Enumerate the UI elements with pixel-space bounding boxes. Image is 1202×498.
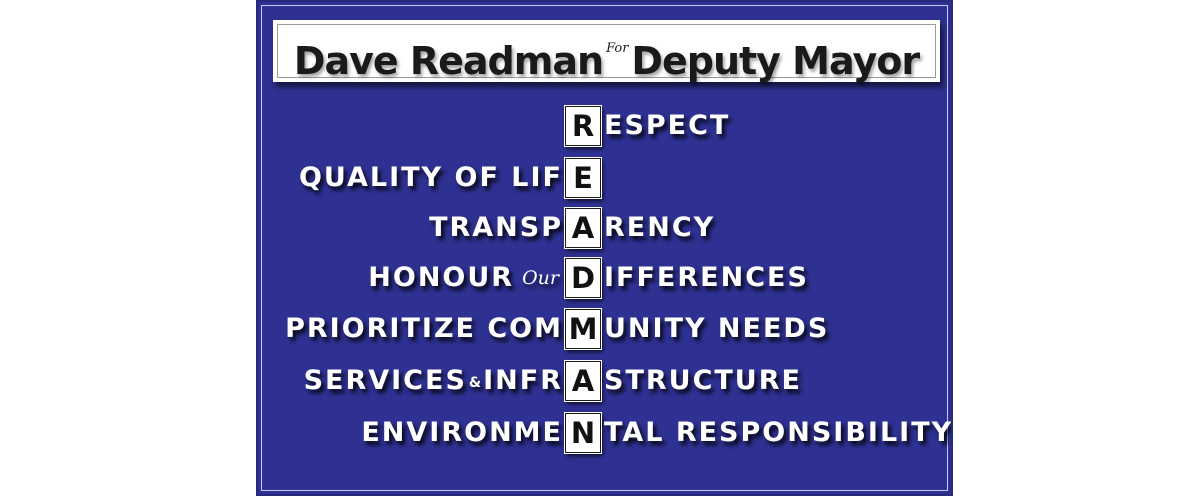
row-left-text: SERVICES bbox=[303, 365, 467, 396]
acrostic-row-environmental: ENVIRONME N TAL RESPONSIBILITY bbox=[258, 411, 953, 455]
row-connector-our: Our bbox=[522, 267, 559, 289]
candidate-name: Dave Readman bbox=[293, 39, 604, 83]
letter-tile-a: A bbox=[564, 207, 602, 249]
row-left-text: HONOUR bbox=[368, 262, 515, 293]
title-banner: Dave Readman ForDeputy Mayor bbox=[273, 20, 940, 83]
row-left-text: TRANSP bbox=[429, 212, 563, 243]
letter-tile-a: A bbox=[564, 360, 602, 402]
acrostic-row-respect: R ESPECT bbox=[258, 104, 951, 148]
acrostic-row-infrastructure: SERVICES &INFR A STRUCTURE bbox=[258, 359, 951, 403]
acrostic-row-quality-of-life: QUALITY OF LIF E bbox=[258, 156, 951, 200]
row-right-text: IFFERENCES bbox=[604, 262, 809, 293]
letter-tile-e: E bbox=[564, 157, 602, 199]
row-left-group: SERVICES &INFR bbox=[304, 363, 563, 399]
title-banner-border bbox=[277, 24, 936, 78]
row-right-text: UNITY NEEDS bbox=[604, 313, 830, 344]
row-left-text-after: INFR bbox=[483, 365, 563, 396]
row-right-text: TAL RESPONSIBILITY bbox=[604, 417, 953, 448]
letter-tile-d: D bbox=[564, 257, 602, 299]
letter-tile-r: R bbox=[564, 105, 602, 147]
row-left-text: QUALITY OF LIF bbox=[298, 162, 563, 193]
acrostic-row-differences: HONOUR Our D IFFERENCES bbox=[258, 256, 951, 300]
row-right-text: STRUCTURE bbox=[604, 365, 802, 396]
row-connector-ampersand: & bbox=[468, 375, 482, 391]
row-right-text: ESPECT bbox=[604, 110, 731, 141]
letter-tile-n: N bbox=[564, 412, 602, 454]
acrostic-row-community: PRIORITIZE COM M UNITY NEEDS bbox=[258, 307, 951, 351]
row-left-group: HONOUR Our bbox=[368, 260, 563, 296]
letter-tile-m: M bbox=[564, 308, 602, 350]
acrostic-row-transparency: TRANSP A RENCY bbox=[258, 206, 951, 250]
title-connector: For bbox=[606, 41, 629, 56]
sign-title: Dave Readman ForDeputy Mayor bbox=[273, 24, 940, 86]
row-right-text: RENCY bbox=[604, 212, 716, 243]
office-name: Deputy Mayor bbox=[631, 39, 920, 83]
campaign-sign: Dave Readman ForDeputy Mayor R ESPECT QUA… bbox=[256, 0, 953, 496]
row-left-text: ENVIRONME bbox=[361, 417, 563, 448]
row-left-text: PRIORITIZE COM bbox=[285, 313, 563, 344]
